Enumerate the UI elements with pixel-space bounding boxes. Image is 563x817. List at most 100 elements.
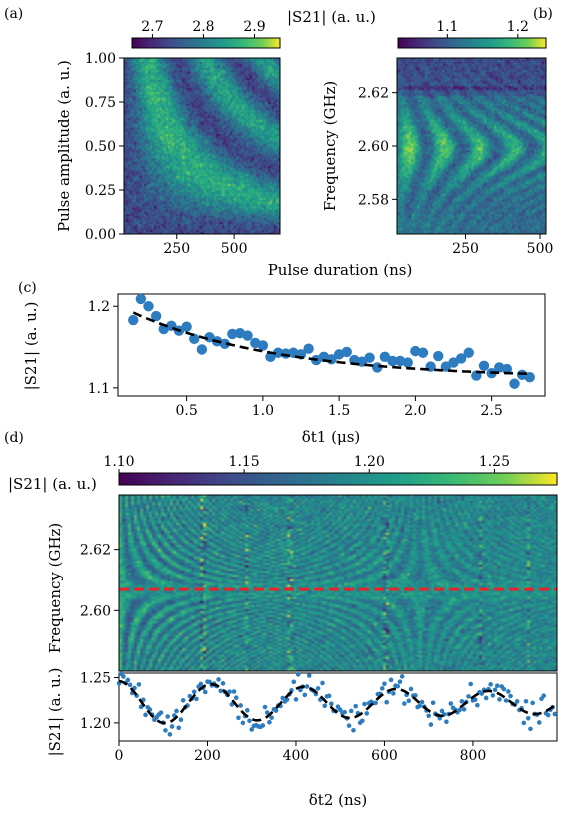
data-point-d — [245, 708, 250, 713]
data-point-d — [388, 677, 394, 683]
data-point-d — [233, 695, 239, 700]
data-point-c — [448, 357, 459, 368]
data-point-d — [229, 702, 235, 707]
axis-ticks-d-bottom: 0 200 400 600 800 1.20 1.25 — [80, 671, 486, 764]
data-point-d — [174, 708, 179, 714]
data-point-d — [402, 701, 407, 706]
data-point-d — [483, 695, 489, 701]
data-point-d — [514, 699, 520, 704]
data-point-d — [306, 673, 312, 678]
data-point-d — [373, 700, 378, 706]
data-point-d — [218, 688, 224, 694]
data-point-d — [552, 711, 558, 717]
data-point-c — [341, 346, 352, 358]
heatmap-d — [119, 495, 557, 671]
data-point-d — [216, 677, 221, 682]
data-point-c — [181, 321, 192, 332]
panel-b: 1.1 1.2 250 500 2.58 2.60 2.62 Frequency (GHz… — [321, 19, 553, 257]
data-point-d — [315, 686, 321, 691]
data-point-d — [202, 689, 208, 695]
data-point-d — [379, 686, 385, 691]
xlabel-d: δt2 (ns) — [309, 791, 367, 809]
data-point-d — [231, 689, 237, 694]
data-point-d — [346, 723, 352, 728]
data-point-c — [524, 372, 535, 383]
data-point-d — [284, 697, 290, 702]
data-point-d — [273, 708, 279, 713]
data-point-d — [169, 724, 175, 729]
data-point-d — [490, 693, 496, 698]
data-point-d — [125, 677, 131, 683]
y-tick-label: 2.62 — [80, 543, 111, 559]
data-point-d — [326, 693, 332, 699]
axes-c — [117, 293, 546, 397]
data-point-d — [448, 701, 454, 706]
heatmap-a — [124, 58, 280, 234]
data-point-d — [260, 723, 266, 728]
data-point-d — [227, 689, 232, 695]
data-point-d — [457, 707, 462, 713]
colorbar-a — [131, 37, 281, 49]
x-tick-label: 500 — [221, 241, 248, 257]
axis-ticks-a: 250 500 0.00 0.25 0.50 0.75 1.00 — [85, 51, 248, 257]
data-point-c — [509, 378, 520, 389]
data-point-d — [143, 712, 148, 718]
data-point-d — [475, 702, 480, 708]
y-tick-label: 2.60 — [358, 139, 389, 155]
data-point-c — [478, 360, 490, 372]
colorbar-a-ticks: 2.7 2.8 2.9 — [141, 19, 266, 38]
colorbar-tick-label: 1.20 — [354, 454, 385, 470]
data-point-d — [127, 682, 133, 688]
data-point-d — [247, 718, 252, 724]
data-point-d — [337, 707, 343, 713]
data-point-d — [523, 698, 529, 704]
y-tick-label: 0.75 — [85, 95, 116, 111]
data-point-c — [242, 330, 253, 341]
x-tick-label: 600 — [371, 748, 398, 764]
data-point-d — [508, 693, 513, 699]
data-point-d — [280, 695, 285, 701]
colorbar-tick-label: 2.7 — [141, 19, 163, 35]
y-tick-label: 1.1 — [88, 381, 110, 397]
data-point-d — [472, 697, 478, 703]
ylabel-a: Pulse amplitude (a. u.) — [55, 60, 73, 232]
data-point-d — [302, 692, 308, 698]
data-point-c — [219, 338, 230, 349]
heatmap-b — [397, 58, 546, 234]
data-point-c — [227, 328, 238, 340]
xlabel-c: δt1 (μs) — [302, 428, 361, 446]
data-point-d — [138, 704, 144, 710]
axis-ticks-d-top: 2.60 2.62 — [80, 543, 119, 619]
data-point-d — [295, 672, 301, 677]
data-point-d — [521, 720, 527, 726]
data-point-c — [303, 343, 314, 354]
x-tick-label: 800 — [460, 748, 487, 764]
data-point-d — [167, 732, 173, 737]
data-point-c — [417, 347, 429, 358]
data-point-d — [165, 714, 170, 719]
data-point-d — [264, 710, 270, 715]
axes-d-top — [118, 494, 558, 672]
fit-line-d — [118, 679, 558, 725]
data-point-d — [428, 722, 434, 727]
data-point-c — [364, 352, 375, 363]
panel-c: 0.5 1.0 1.5 2.0 2.5 1.1 1.2 |S21| (a. u.) δt1 … — [22, 293, 546, 446]
plot-c — [128, 293, 535, 389]
data-point-d — [236, 715, 241, 721]
y-tick-label: 1.20 — [80, 716, 111, 732]
data-point-d — [479, 691, 485, 696]
data-point-d — [503, 698, 509, 703]
data-point-c — [440, 361, 452, 372]
data-point-d — [545, 712, 551, 718]
colorbar-label-d: |S21| (a. u.) — [8, 475, 97, 493]
axis-ticks-c: 0.5 1.0 1.5 2.0 2.5 1.1 1.2 — [88, 299, 503, 419]
data-point-d — [541, 693, 547, 699]
colorbar-b — [397, 37, 547, 49]
data-point-d — [419, 699, 425, 705]
data-point-d — [238, 703, 243, 708]
colorbar-tick-label: 1.2 — [507, 19, 529, 35]
panel-a: 2.7 2.8 2.9 |S21| (a. u.) 250 500 0.00 0.25 0.… — [55, 8, 376, 257]
data-point-d — [426, 713, 431, 719]
data-point-c — [257, 340, 269, 351]
data-point-d — [362, 701, 367, 707]
